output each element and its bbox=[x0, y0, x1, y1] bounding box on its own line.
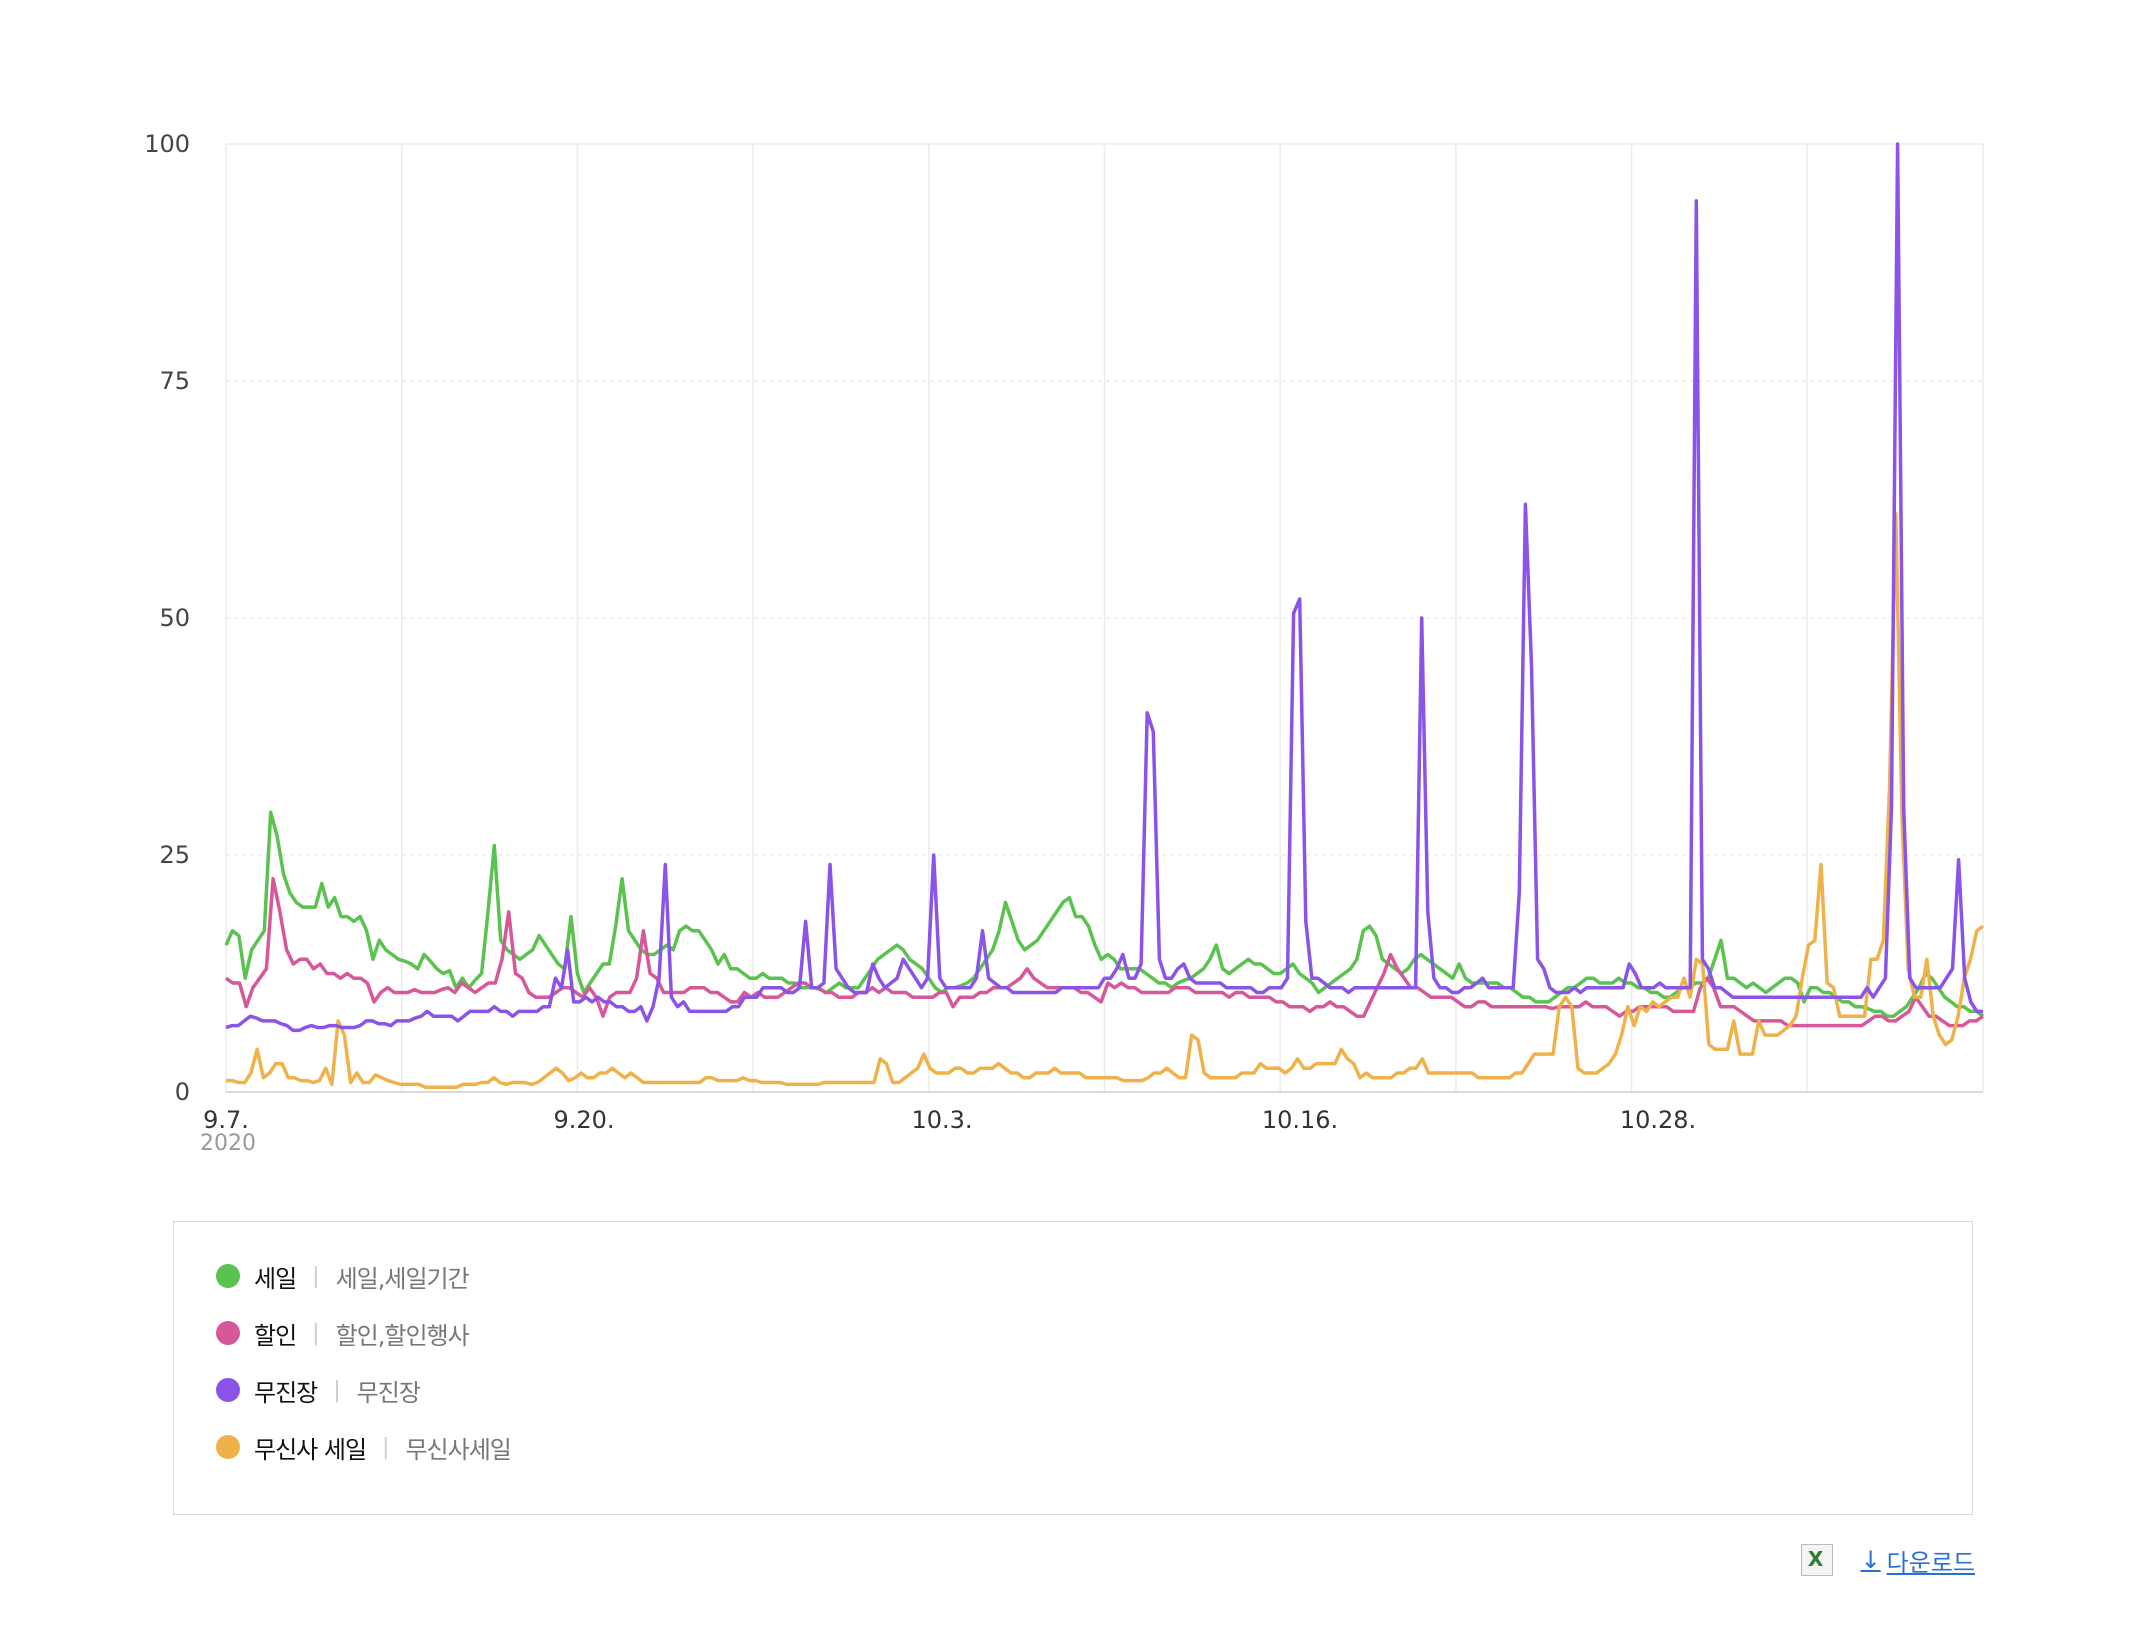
legend-keywords: 무진장 bbox=[356, 1378, 421, 1407]
trend-line-chart: 0 25 50 75 100 9.7. 9.20. 10.3. 10.16. 10.28. 20… bbox=[144, 130, 1985, 1156]
x-axis: 9.7. 9.20. 10.3. 10.16. 10.28. bbox=[203, 1106, 1696, 1134]
legend-dot-musinsa-sale bbox=[216, 1435, 240, 1459]
legend-name: 무신사 세일 bbox=[254, 1435, 367, 1464]
legend-separator: | bbox=[312, 1263, 320, 1289]
legend-keywords: 세일,세일기간 bbox=[335, 1264, 470, 1293]
legend-item-discount[interactable]: 할인 | 할인,할인행사 bbox=[216, 1313, 470, 1353]
y-tick-label: 50 bbox=[159, 604, 190, 632]
legend-keywords: 무신사세일 bbox=[405, 1435, 511, 1464]
legend-item-mujinjang[interactable]: 무진장 | 무진장 bbox=[216, 1370, 421, 1410]
download-arrow-icon: ↓ bbox=[1860, 1546, 1881, 1574]
legend-name: 무진장 bbox=[254, 1378, 318, 1407]
x-tick-label: 9.20. bbox=[553, 1106, 614, 1134]
excel-file-icon[interactable]: X bbox=[1800, 1544, 1833, 1576]
x-axis-year-label: 2020 bbox=[200, 1131, 256, 1156]
y-tick-label: 25 bbox=[159, 841, 190, 869]
legend-item-musinsa-sale[interactable]: 무신사 세일 | 무신사세일 bbox=[216, 1427, 512, 1467]
x-tick-label: 10.28. bbox=[1620, 1106, 1696, 1134]
legend-separator: | bbox=[382, 1434, 390, 1460]
x-tick-label: 10.16. bbox=[1262, 1106, 1338, 1134]
y-tick-label: 75 bbox=[159, 367, 190, 395]
y-tick-label: 100 bbox=[144, 130, 190, 158]
legend-dot-discount bbox=[216, 1321, 240, 1345]
legend-keywords: 할인,할인행사 bbox=[335, 1321, 470, 1350]
x-tick-label: 10.3. bbox=[911, 1106, 972, 1134]
series-line-2 bbox=[225, 142, 1983, 1033]
legend: 세일 | 세일,세일기간 할인 | 할인,할인행사 무진장 | 무진장 무신사 … bbox=[173, 1221, 1973, 1515]
download-button[interactable]: ↓ 다운로드 bbox=[1861, 1543, 1975, 1578]
series-line-3 bbox=[226, 511, 1985, 1090]
legend-item-sale[interactable]: 세일 | 세일,세일기간 bbox=[216, 1256, 470, 1296]
series-line-1 bbox=[224, 876, 1985, 1028]
legend-name: 세일 bbox=[254, 1264, 297, 1293]
legend-dot-sale bbox=[216, 1264, 240, 1288]
legend-separator: | bbox=[312, 1320, 320, 1346]
download-label: 다운로드 bbox=[1886, 1548, 1975, 1577]
legend-name: 할인 bbox=[254, 1321, 297, 1350]
x-tick-label: 9.7. bbox=[203, 1106, 249, 1134]
y-axis: 0 25 50 75 100 bbox=[144, 130, 190, 1106]
legend-dot-mujinjang bbox=[216, 1378, 240, 1402]
legend-separator: | bbox=[333, 1377, 341, 1403]
chart-series bbox=[224, 142, 1985, 1090]
chart-footer: X ↓ 다운로드 bbox=[1800, 1540, 1975, 1580]
y-tick-label: 0 bbox=[175, 1078, 190, 1106]
